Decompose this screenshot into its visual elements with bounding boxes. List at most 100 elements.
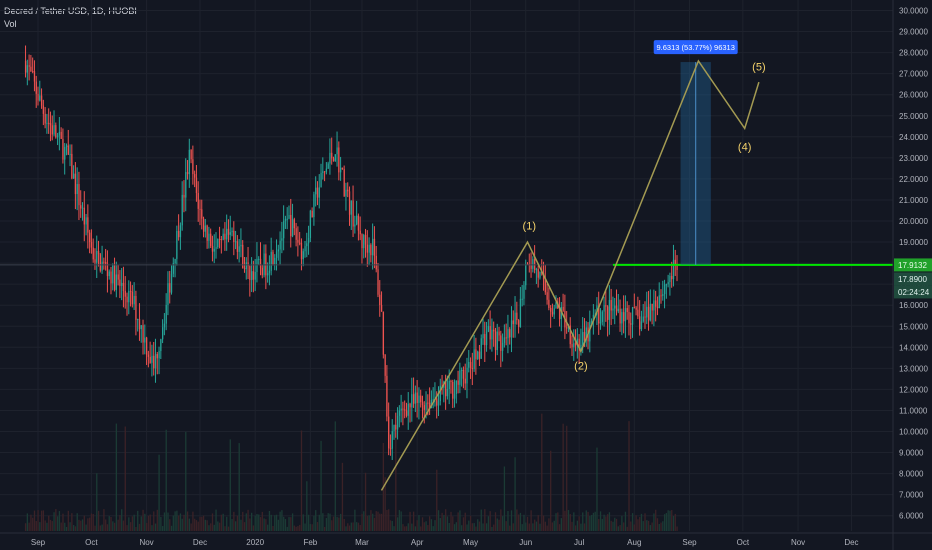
volume-bar xyxy=(322,513,324,531)
volume-indicator-label[interactable]: Vol xyxy=(4,19,17,29)
volume-bar xyxy=(224,526,226,531)
candle-body xyxy=(131,291,134,305)
volume-bar xyxy=(389,520,392,531)
volume-bar xyxy=(167,512,169,531)
volume-bar xyxy=(32,517,34,531)
volume-bar xyxy=(80,520,82,531)
candle-body xyxy=(407,403,409,416)
volume-bar xyxy=(74,526,77,531)
volume-bar xyxy=(300,430,303,531)
volume-bar xyxy=(99,525,101,531)
volume-bar xyxy=(356,522,358,531)
candle-body xyxy=(85,217,87,225)
volume-bar xyxy=(523,514,525,531)
volume-bar xyxy=(562,423,564,531)
y-tick-label: 6.0000 xyxy=(899,512,924,521)
volume-bar xyxy=(361,513,363,531)
volume-bar xyxy=(370,510,372,531)
volume-bar xyxy=(649,525,652,531)
candle-body xyxy=(158,351,160,359)
volume-bar xyxy=(275,514,278,531)
candle-body xyxy=(320,172,322,188)
volume-bar xyxy=(254,515,256,531)
candle-body xyxy=(429,402,431,409)
candle-body xyxy=(176,230,178,259)
volume-bar xyxy=(500,509,502,531)
candle-body xyxy=(165,304,167,324)
volume-bar xyxy=(526,516,529,531)
volume-bar xyxy=(162,526,164,531)
volume-bar xyxy=(461,525,463,531)
candle-body xyxy=(124,290,126,297)
volume-bar xyxy=(393,526,395,531)
volume-bar xyxy=(436,469,438,531)
y-tick-label: 14.0000 xyxy=(899,343,928,352)
volume-bar xyxy=(213,524,215,531)
volume-bar xyxy=(170,525,173,531)
candle-body xyxy=(391,431,393,449)
countdown-tag: 02:24:24 xyxy=(898,288,930,297)
volume-bar xyxy=(231,518,233,531)
volume-bar xyxy=(105,519,107,531)
candle-body xyxy=(414,392,417,404)
candle-body xyxy=(501,342,504,351)
candle-body xyxy=(539,271,541,278)
volume-bar xyxy=(601,518,603,531)
candle-body xyxy=(256,258,258,272)
volume-bar xyxy=(525,522,527,531)
candle-body xyxy=(199,208,201,210)
candle-body xyxy=(665,284,668,286)
volume-bar xyxy=(183,514,185,531)
volume-bar xyxy=(480,509,482,531)
volume-bar xyxy=(40,510,43,531)
volume-bar xyxy=(283,516,285,531)
candle-body xyxy=(525,264,527,286)
candle-body xyxy=(215,247,217,249)
volume-bar xyxy=(425,521,427,531)
volume-bar xyxy=(316,522,319,531)
volume-bar xyxy=(557,512,559,531)
candle-body xyxy=(475,349,477,360)
candle-body xyxy=(635,307,637,310)
candle-body xyxy=(60,131,62,139)
volume-bar xyxy=(188,518,190,531)
candle-body xyxy=(452,381,454,399)
volume-bar xyxy=(459,510,461,531)
volume-bar xyxy=(153,511,155,531)
volume-bar xyxy=(608,512,611,531)
volume-bar xyxy=(323,526,326,531)
candle-body xyxy=(651,303,653,311)
volume-bar xyxy=(423,522,425,531)
volume-bar xyxy=(96,473,98,531)
candle-body xyxy=(363,235,365,249)
volume-bar xyxy=(676,526,678,531)
candle-body xyxy=(233,230,235,243)
candle-body xyxy=(105,261,107,264)
candle-body xyxy=(92,247,94,260)
y-tick-label: 23.0000 xyxy=(899,154,928,163)
candle-body xyxy=(669,275,671,283)
volume-bar xyxy=(473,523,475,531)
candle-body xyxy=(551,311,554,315)
candle-body xyxy=(574,343,577,346)
volume-bar xyxy=(169,519,171,531)
candle-body xyxy=(222,233,224,240)
candle-body xyxy=(628,311,630,324)
candle-body xyxy=(46,122,48,124)
candle-body xyxy=(238,246,240,252)
candle-body xyxy=(523,285,525,299)
volume-bar xyxy=(115,423,118,531)
volume-bar xyxy=(607,514,609,531)
candle-body xyxy=(396,415,399,430)
volume-bar xyxy=(261,511,263,531)
volume-bar xyxy=(163,512,166,531)
x-tick-label: Dec xyxy=(193,538,207,547)
candle-body xyxy=(133,295,135,305)
volume-bar xyxy=(60,522,62,531)
volume-bar xyxy=(90,513,93,531)
candle-body xyxy=(227,228,230,235)
candle-body xyxy=(614,305,616,309)
volume-bar xyxy=(589,515,591,531)
volume-bar xyxy=(76,513,78,531)
